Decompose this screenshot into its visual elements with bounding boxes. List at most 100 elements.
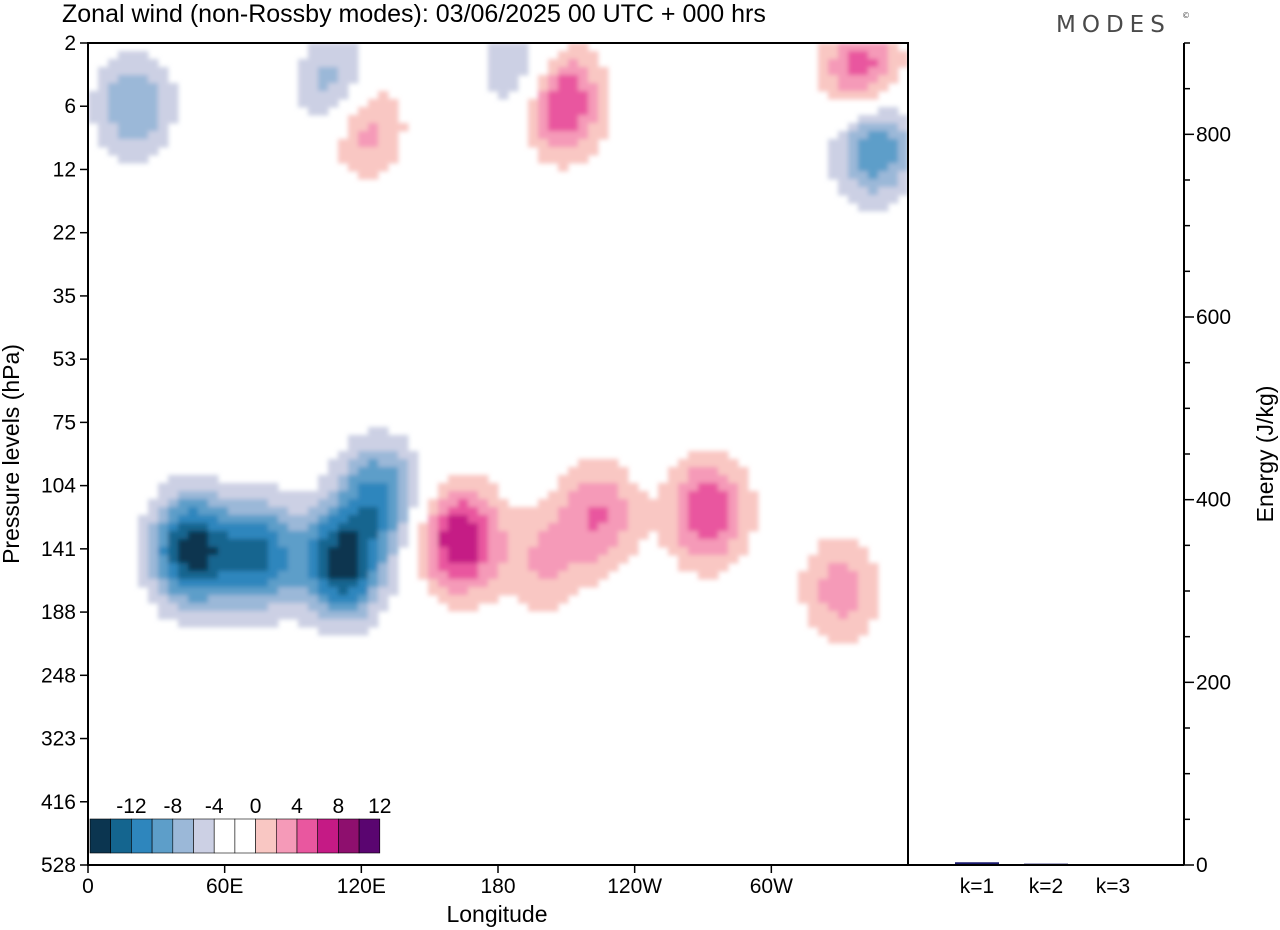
heatmap-cell xyxy=(208,579,219,588)
heatmap-cell xyxy=(148,547,159,556)
heatmap-cell xyxy=(458,531,469,540)
heatmap-cell xyxy=(88,91,99,100)
heatmap-cell xyxy=(308,619,319,628)
heatmap-cell xyxy=(188,579,199,588)
heatmap-cell xyxy=(548,155,559,164)
heatmap-cell xyxy=(138,571,149,580)
heatmap-cell xyxy=(588,563,599,572)
heatmap-cell xyxy=(518,563,529,572)
heatmap-cell xyxy=(848,51,859,60)
heatmap-cell xyxy=(578,499,589,508)
heatmap-cell xyxy=(738,467,749,476)
heatmap-cell xyxy=(898,179,908,188)
heatmap-cell xyxy=(318,83,329,92)
heatmap-cell xyxy=(398,515,409,524)
heatmap-cell xyxy=(528,547,539,556)
heatmap-cell xyxy=(828,611,839,620)
heatmap-cell xyxy=(568,99,579,108)
heatmap-cell xyxy=(328,75,339,84)
heatmap-cell xyxy=(588,115,599,124)
heatmap-cell xyxy=(718,459,729,468)
heatmap-cell xyxy=(708,499,719,508)
heatmap-cell xyxy=(238,523,249,532)
heatmap-cell xyxy=(358,507,369,516)
heatmap-cell xyxy=(618,547,629,556)
heatmap-cell xyxy=(698,563,709,572)
heatmap-cell xyxy=(308,547,319,556)
heatmap-cell xyxy=(568,571,579,580)
heatmap-cell xyxy=(678,555,689,564)
heatmap-cell xyxy=(508,539,519,548)
heatmap-cell xyxy=(488,539,499,548)
heatmap-cell xyxy=(338,147,349,156)
heatmap-cell xyxy=(848,187,859,196)
heatmap-cell xyxy=(698,475,709,484)
heatmap-cell xyxy=(498,555,509,564)
heatmap-cell xyxy=(588,107,599,116)
heatmap-cell xyxy=(668,475,679,484)
heatmap-cell xyxy=(858,43,869,52)
heatmap-cell xyxy=(508,579,519,588)
heatmap-cell xyxy=(378,499,389,508)
heatmap-cell xyxy=(518,67,529,76)
heatmap-cell xyxy=(648,523,659,532)
heatmap-cell xyxy=(868,571,879,580)
heatmap-cell xyxy=(358,515,369,524)
heatmap-cell xyxy=(858,123,869,132)
heatmap-cell xyxy=(368,115,379,124)
heatmap-cell xyxy=(578,467,589,476)
heatmap-cell xyxy=(318,595,329,604)
heatmap-cell xyxy=(638,491,649,500)
heatmap-cell xyxy=(188,499,199,508)
heatmap-cell xyxy=(588,91,599,100)
heatmap-cell xyxy=(878,171,889,180)
heatmap-cell xyxy=(148,139,159,148)
heatmap-cell xyxy=(208,619,219,628)
heatmap-cell xyxy=(868,147,879,156)
heatmap-cell xyxy=(268,587,279,596)
heatmap-cell xyxy=(888,107,899,116)
heatmap-cell xyxy=(378,123,389,132)
heatmap-cell xyxy=(568,123,579,132)
heatmap-cell xyxy=(578,483,589,492)
heatmap-cell xyxy=(338,531,349,540)
heatmap-cell xyxy=(548,499,559,508)
heatmap-cell xyxy=(328,627,339,636)
heatmap-cell xyxy=(408,451,419,460)
heatmap-cell xyxy=(348,491,359,500)
heatmap-cell xyxy=(148,123,159,132)
heatmap-cell xyxy=(98,91,109,100)
heatmap-cell xyxy=(298,67,309,76)
heatmap-cell xyxy=(378,91,389,100)
heatmap-cell xyxy=(228,611,239,620)
heatmap-cell xyxy=(568,75,579,84)
heatmap-cell xyxy=(288,499,299,508)
heatmap-cell xyxy=(508,523,519,532)
heatmap-cell xyxy=(308,99,319,108)
heatmap-cell xyxy=(888,195,899,204)
heatmap-cell xyxy=(198,515,209,524)
heatmap-cell xyxy=(588,515,599,524)
heatmap-cell xyxy=(248,555,259,564)
heatmap-cell xyxy=(888,163,899,172)
heatmap-cell xyxy=(368,171,379,180)
heatmap-cell xyxy=(338,587,349,596)
heatmap-cell xyxy=(538,147,549,156)
heatmap-cell xyxy=(328,579,339,588)
heatmap-cell xyxy=(238,491,249,500)
heatmap-cell xyxy=(418,563,429,572)
heatmap-cell xyxy=(558,507,569,516)
heatmap-cell xyxy=(608,523,619,532)
heatmap-cell xyxy=(358,451,369,460)
heatmap-cell xyxy=(538,595,549,604)
heatmap-cell xyxy=(288,547,299,556)
heatmap-cell xyxy=(118,115,129,124)
heatmap-cell xyxy=(558,539,569,548)
heatmap-cell xyxy=(218,547,229,556)
heatmap-cell xyxy=(268,539,279,548)
heatmap-cell xyxy=(428,555,439,564)
heatmap-cell xyxy=(398,475,409,484)
heatmap-cell xyxy=(148,59,159,68)
heatmap-cell xyxy=(598,99,609,108)
heatmap-cell xyxy=(868,59,879,68)
